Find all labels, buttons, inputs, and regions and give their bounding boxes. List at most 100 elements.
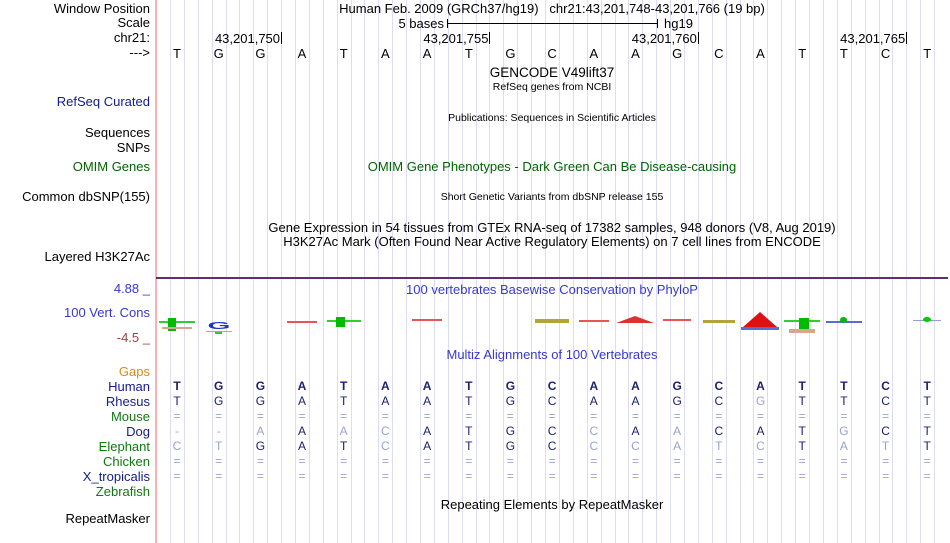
alignment-cell: C [589,439,599,453]
track-title-gencode[interactable]: GENCODE V49lift37 [489,65,615,80]
alignment-cell: = [756,454,764,468]
reference-base: C [880,46,891,61]
alignment-cell: C [714,394,724,408]
track-title-publications[interactable]: Publications: Sequences in Scientific Ar… [448,112,656,124]
track-title-omim[interactable]: OMIM Gene Phenotypes - Dark Green Can Be… [367,159,737,174]
guideline [725,0,727,543]
conservation-mark [702,319,735,323]
alignment-cell: C [589,424,599,438]
alignment-cell: T [173,394,181,408]
alignment-cell: = [840,409,848,423]
reference-base: A [756,46,765,61]
alignment-cell: = [340,454,348,468]
reference-base: C [714,46,724,61]
guideline [753,0,755,543]
track-label-sequences[interactable]: Sequences [84,125,150,140]
track-label-repeatmasker[interactable]: RepeatMasker [65,511,150,526]
guideline [378,0,380,543]
track-label-layered-h3k27ac[interactable]: Layered H3K27Ac [44,249,150,264]
guideline [461,0,463,543]
species-label-rhesus[interactable]: Rhesus [105,394,150,409]
track-label-100-vert-cons[interactable]: 100 Vert. Cons [64,305,150,320]
alignment-cell: A [297,439,306,453]
alignment-cell: A [673,424,682,438]
alignment-cell: G [505,394,516,408]
alignment-cell: - [175,424,179,438]
species-label-human[interactable]: Human [108,379,150,394]
track-title-dbsnp[interactable]: Short Genetic Variants from dbSNP releas… [440,191,664,203]
species-label-gaps[interactable]: Gaps [118,364,150,379]
guideline [336,0,338,543]
ruler-tick-mark [489,32,491,44]
guideline [711,0,713,543]
alignment-cell: = [756,469,764,483]
track-title-repeatmasker[interactable]: Repeating Elements by RepeatMasker [440,497,664,512]
track-title-phylop[interactable]: 100 vertebrates Basewise Conservation by… [406,282,698,297]
alignment-cell: = [423,454,431,468]
guideline [572,0,574,543]
alignment-cell: = [590,454,598,468]
track-label-snps[interactable]: SNPs [116,140,150,155]
alignment-cell: = [756,409,764,423]
guideline [906,0,908,543]
guideline [433,0,435,543]
alignment-cell: = [173,469,181,483]
alignment-cell: T [465,394,473,408]
conservation-mark [616,316,655,323]
guideline [225,0,227,543]
alignment-cell: T [715,439,723,453]
species-label-chicken[interactable]: Chicken [103,454,150,469]
alignment-cell: C [881,379,890,393]
guideline [920,0,922,543]
alignment-cell: = [256,454,264,468]
alignment-cell: T [465,424,473,438]
species-label-dog[interactable]: Dog [126,424,150,439]
guideline [294,0,296,543]
alignment-cell: = [173,409,181,423]
track-label-refseq-curated[interactable]: RefSeq Curated [56,94,150,109]
track-label-omim-genes[interactable]: OMIM Genes [72,159,150,174]
species-label-x_tropicalis[interactable]: X_tropicalis [82,469,150,484]
alignment-cell: G [505,379,516,393]
track-title-multiz[interactable]: Multiz Alignments of 100 Vertebrates [446,347,658,362]
alignment-cell: T [923,394,931,408]
guideline [767,0,769,543]
alignment-cell: = [715,454,723,468]
alignment-cell: G [255,439,266,453]
ruler-tick-mark [906,32,908,44]
reference-base: G [213,46,224,61]
alignment-cell: = [465,454,473,468]
alignment-cell: T [215,439,223,453]
alignment-cell: T [923,439,931,453]
guideline [586,0,588,543]
reference-base: A [589,46,599,61]
reference-base: C [547,46,557,61]
guideline [253,0,255,543]
guideline [406,0,408,543]
alignment-cell: A [381,379,390,393]
chrom-label: chr21: [113,30,150,45]
track-title-refseq-sub[interactable]: RefSeq genes from NCBI [492,81,612,93]
alignment-cell: T [465,439,473,453]
alignment-cell: C [881,424,890,438]
window-position-label: Window Position [53,1,150,16]
reference-base: A [381,46,390,61]
alignment-cell: = [923,454,931,468]
layered-h3k27ac-signal [156,277,948,279]
alignment-cell: = [798,409,806,423]
reference-base: T [339,46,348,61]
track-title-h3k27ac[interactable]: H3K27Ac Mark (Often Found Near Active Re… [283,234,821,249]
alignment-cell: A [589,394,598,408]
alignment-cell: - [216,424,221,438]
guideline [822,0,824,543]
species-label-zebrafish[interactable]: Zebrafish [95,484,150,499]
species-label-elephant[interactable]: Elephant [98,439,150,454]
guideline [850,0,852,543]
species-label-mouse[interactable]: Mouse [110,409,150,424]
track-title-gtex[interactable]: Gene Expression in 54 tissues from GTEx … [268,220,836,235]
alignment-cell: G [672,394,682,408]
track-label-common-dbsnp[interactable]: Common dbSNP(155) [22,189,150,204]
alignment-cell: = [215,469,223,483]
alignment-cell: T [923,379,931,393]
